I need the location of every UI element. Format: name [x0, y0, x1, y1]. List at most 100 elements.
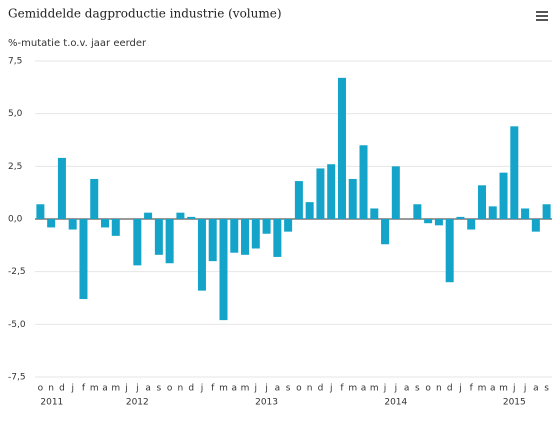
- x-tick-label: d: [447, 384, 453, 394]
- x-tick-label: n: [307, 384, 313, 394]
- x-tick-label: j: [512, 384, 516, 394]
- bar: [499, 172, 508, 219]
- x-tick-label: o: [425, 384, 431, 394]
- bar: [251, 219, 260, 249]
- x-tick-label: j: [254, 384, 258, 394]
- x-tick-label: d: [188, 384, 194, 394]
- x-tick-label: m: [370, 384, 379, 394]
- y-tick-label: -2,5: [8, 267, 26, 277]
- x-tick-label: m: [90, 384, 99, 394]
- x-tick-label: j: [70, 384, 74, 394]
- bar: [101, 219, 110, 228]
- x-tick-label: d: [318, 384, 324, 394]
- x-tick-label: m: [348, 384, 357, 394]
- x-tick-label: n: [178, 384, 184, 394]
- bar: [47, 219, 56, 228]
- x-tick-label: o: [296, 384, 302, 394]
- menu-bar: [536, 11, 548, 13]
- x-tick-label: f: [211, 384, 215, 394]
- x-tick-label: a: [275, 384, 281, 394]
- x-tick-label: s: [415, 384, 420, 394]
- bar: [413, 204, 422, 219]
- bar: [57, 157, 66, 219]
- x-tick-label: s: [286, 384, 291, 394]
- bar: [542, 204, 551, 219]
- chart-title: Gemiddelde dagproductie industrie (volum…: [8, 7, 282, 21]
- menu-bar: [536, 15, 548, 17]
- bar: [284, 219, 293, 232]
- x-tick-label: f: [340, 384, 344, 394]
- x-tick-label: f: [82, 384, 86, 394]
- bar: [316, 168, 325, 219]
- menu-bar: [536, 19, 548, 21]
- bar: [348, 178, 357, 219]
- bar: [165, 219, 174, 264]
- x-tick-label: n: [48, 384, 54, 394]
- bar: [424, 219, 433, 224]
- bar: [488, 206, 497, 219]
- y-tick-label: 0,0: [8, 215, 23, 225]
- y-tick-label: 7,5: [8, 57, 22, 67]
- x-tick-label: s: [157, 384, 162, 394]
- x-tick-label: j: [458, 384, 462, 394]
- menu-icon[interactable]: [536, 11, 548, 21]
- bar: [294, 181, 303, 219]
- year-label: 2014: [384, 398, 407, 408]
- bar: [510, 126, 519, 219]
- y-tick-label: -5,0: [8, 320, 26, 330]
- bar: [337, 77, 346, 219]
- bar: [381, 219, 390, 245]
- bar: [359, 145, 368, 219]
- x-tick-label: a: [232, 384, 238, 394]
- bar: [79, 219, 88, 300]
- bar: [370, 208, 379, 219]
- bar: [111, 219, 120, 236]
- x-tick-label: m: [111, 384, 120, 394]
- x-tick-label: j: [523, 384, 527, 394]
- x-tick-label: d: [59, 384, 65, 394]
- x-tick-label: a: [102, 384, 108, 394]
- bar: [391, 166, 400, 219]
- bar: [521, 208, 530, 219]
- bar: [144, 212, 153, 219]
- y-tick-label: 2,5: [8, 162, 22, 172]
- x-tick-label: o: [38, 384, 44, 394]
- x-tick-label: j: [200, 384, 204, 394]
- bar: [327, 164, 336, 219]
- x-tick-label: j: [264, 384, 268, 394]
- year-label: 2011: [40, 398, 63, 408]
- x-tick-label: o: [167, 384, 173, 394]
- x-tick-label: a: [404, 384, 410, 394]
- bar: [90, 178, 99, 219]
- x-tick-label: j: [124, 384, 128, 394]
- bar: [176, 212, 185, 219]
- bar: [219, 219, 228, 321]
- x-tick-label: m: [219, 384, 228, 394]
- y-tick-label: -7,5: [8, 373, 26, 383]
- y-tick-label: 5,0: [8, 109, 23, 119]
- x-tick-label: j: [383, 384, 387, 394]
- year-label: 2015: [503, 398, 526, 408]
- x-tick-label: j: [135, 384, 139, 394]
- x-tick-label: m: [241, 384, 250, 394]
- x-tick-label: m: [478, 384, 487, 394]
- bar: [456, 216, 465, 219]
- x-tick-label: a: [361, 384, 367, 394]
- bar: [230, 219, 239, 253]
- x-tick-label: j: [329, 384, 333, 394]
- bar: [467, 219, 476, 230]
- bar: [305, 202, 314, 219]
- bar: [241, 219, 250, 255]
- x-tick-label: a: [145, 384, 151, 394]
- bar: [477, 185, 486, 219]
- y-axis-label: %-mutatie t.o.v. jaar eerder: [8, 38, 147, 49]
- bar: [36, 204, 45, 219]
- bar: [262, 219, 271, 234]
- x-tick-label: a: [490, 384, 496, 394]
- x-tick-label: m: [499, 384, 508, 394]
- x-tick-label: j: [394, 384, 398, 394]
- bar: [208, 219, 217, 262]
- bar: [154, 219, 163, 255]
